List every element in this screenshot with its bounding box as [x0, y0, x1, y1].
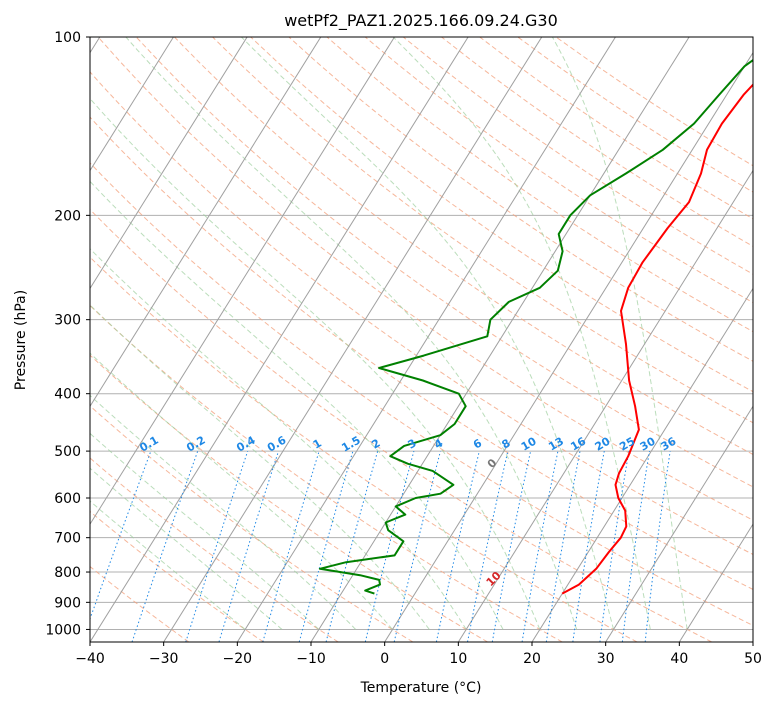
- isotherm: [163, 37, 543, 642]
- dry-adiabat: [90, 116, 753, 591]
- y-axis-ticks: 100 200 300 400 500 600 700 800 900 1000: [45, 30, 90, 638]
- mixing-ratio-line: [185, 450, 249, 642]
- dry-adiabat: [288, 37, 753, 362]
- moist-adiabat: [90, 352, 393, 630]
- x-axis-label: Temperature (°C): [360, 680, 482, 696]
- dry-adiabat: [135, 37, 753, 488]
- moist-adiabat: [241, 37, 614, 630]
- plot-frame: [89, 36, 754, 643]
- dry-adiabat: [90, 354, 488, 642]
- isotherm: [236, 37, 617, 642]
- mixing-ratio-line: [545, 451, 581, 642]
- x-tick-label: 0: [380, 651, 389, 667]
- dry-adiabat: [97, 37, 753, 521]
- y-tick-label: 900: [54, 595, 81, 611]
- profiles: [318, 58, 753, 595]
- y-tick-label: 400: [54, 387, 81, 403]
- dry-adiabat: [90, 256, 638, 642]
- moist-adiabat: [551, 37, 688, 630]
- x-tick-label: 10: [449, 651, 467, 667]
- mixing-ratio-label: 2: [369, 437, 382, 452]
- x-tick-label: −20: [223, 651, 253, 667]
- mixing-ratio-line: [262, 450, 320, 642]
- y-tick-label: 700: [54, 531, 81, 547]
- moist-adiabat: [90, 97, 541, 630]
- moist-adiabat: [125, 37, 578, 630]
- y-tick-label: 300: [54, 313, 81, 329]
- mixing-ratio-line: [218, 450, 279, 642]
- mixing-ratio-line: [393, 450, 441, 642]
- moist-adiabat: [90, 467, 283, 630]
- y-tick-label: 500: [54, 444, 81, 460]
- mixing-ratio-line: [521, 451, 559, 642]
- dry-adiabat: [90, 457, 339, 642]
- x-tick-label: −10: [296, 651, 326, 667]
- pressure-gridlines: [90, 36, 753, 630]
- mixing-ratio-label: 3: [406, 437, 419, 452]
- isotherm: [90, 37, 248, 290]
- y-tick-label: 800: [54, 565, 81, 581]
- mixing-ratio-line: [621, 451, 650, 642]
- moist-adiabat: [90, 432, 320, 630]
- x-tick-label: −40: [75, 651, 105, 667]
- x-axis-ticks: −40 −30 −20 −10 0 10 20 30 40 50: [75, 642, 762, 667]
- dry-adiabat: [326, 37, 753, 333]
- x-tick-label: 20: [523, 651, 541, 667]
- isotherm: [678, 523, 753, 642]
- mixing-ratio-line: [325, 450, 379, 642]
- isotherm: [384, 51, 753, 642]
- x-tick-label: 40: [670, 651, 688, 667]
- temperature-profile-line: [561, 83, 753, 595]
- y-axis-label: Pressure (hPa): [13, 290, 29, 390]
- mixing-ratio-label: 4: [432, 436, 445, 451]
- moist-adiabat: [90, 180, 504, 630]
- isotherm: [90, 37, 396, 526]
- isotherm: [605, 405, 753, 642]
- moist-adiabat: [90, 304, 430, 630]
- moist-adiabat: [90, 500, 246, 630]
- chart-title: wetPf2_PAZ1.2025.166.09.24.G30: [284, 11, 558, 31]
- dry-adiabat: [479, 37, 753, 220]
- mixing-ratio-line: [131, 450, 199, 642]
- dry-adiabat-label: 0: [485, 456, 500, 471]
- x-tick-label: −30: [149, 651, 179, 667]
- isotherm: [310, 37, 690, 642]
- isotherm: [90, 37, 175, 172]
- dry-adiabat: [90, 162, 753, 627]
- isotherm: [457, 169, 753, 642]
- dewpoint-profile-line: [318, 58, 753, 595]
- moist-adiabat: [90, 394, 357, 630]
- moist-adiabat: [90, 248, 467, 630]
- dry-adiabat: [90, 71, 753, 555]
- mixing-ratio-line: [644, 451, 671, 642]
- isotherm: [90, 37, 469, 642]
- x-tick-label: 30: [597, 651, 615, 667]
- isotherm: [752, 641, 753, 642]
- mixing-ratio-line: [599, 451, 630, 642]
- y-tick-label: 200: [54, 208, 81, 224]
- dry-adiabat: [90, 304, 563, 642]
- dry-adiabat: [174, 37, 753, 455]
- dry-adiabat: [90, 510, 264, 642]
- mixing-ratio-line: [90, 450, 152, 621]
- moist-adiabat: [392, 37, 651, 630]
- mixing-ratio-label: 6: [471, 436, 484, 451]
- mixing-ratio-line: [298, 450, 354, 642]
- dry-adiabat: [250, 37, 753, 393]
- mixing-ratio-line: [572, 451, 605, 642]
- x-tick-label: 50: [744, 651, 762, 667]
- y-tick-label: 1000: [45, 622, 81, 638]
- y-tick-label: 600: [54, 491, 81, 507]
- dry-adiabat: [90, 208, 712, 642]
- y-tick-label: 100: [54, 30, 81, 46]
- mixing-ratio-line: [364, 450, 415, 642]
- background-lines: [90, 37, 753, 642]
- isotherm: [90, 37, 322, 408]
- isotherm: [531, 287, 753, 642]
- mixing-ratio-line: [435, 450, 480, 642]
